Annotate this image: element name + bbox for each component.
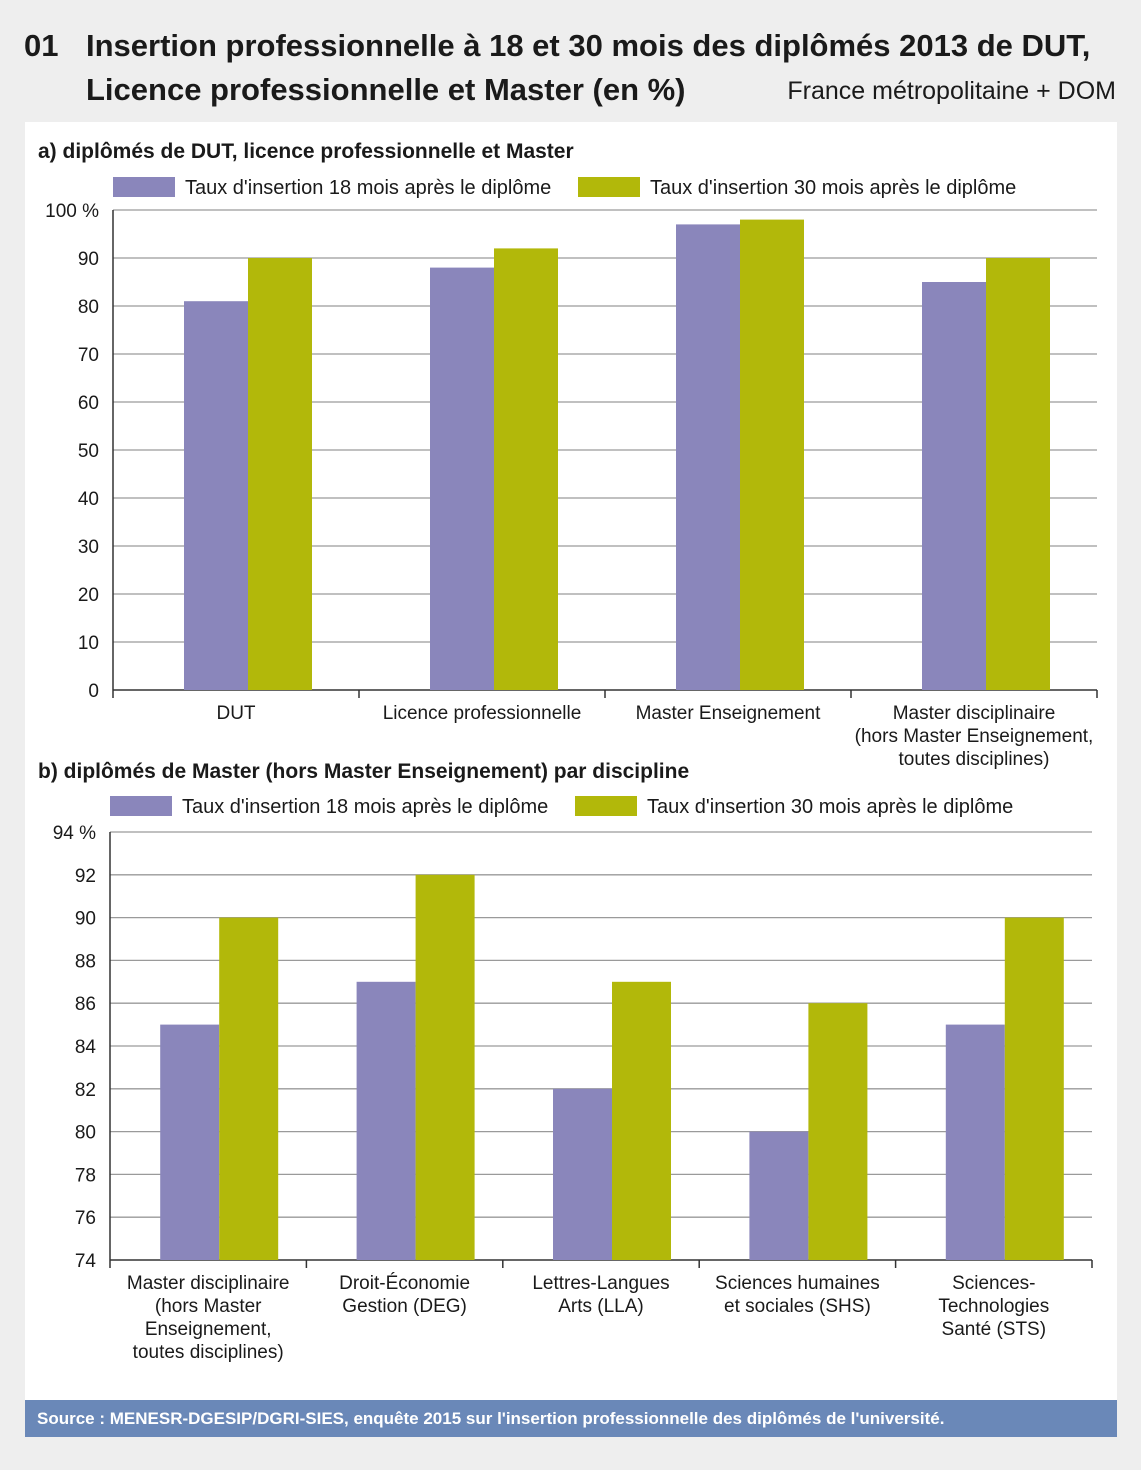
bar-30-months [494, 248, 558, 690]
bar-30-months [415, 874, 475, 1260]
y-tick-label: 50 [78, 441, 99, 462]
y-tick-label: 100 % [45, 201, 99, 222]
source-text: Source : MENESR-DGESIP/DGRI-SIES, enquêt… [37, 1409, 944, 1428]
legend-label: Taux d'insertion 30 mois après le diplôm… [650, 177, 1016, 199]
x-category-label: Sciences humaines [715, 1273, 880, 1294]
chart-b-title: b) diplômés de Master (hors Master Ensei… [38, 760, 689, 783]
x-category-label: DUT [216, 703, 255, 724]
x-category-label: toutes disciplines) [898, 749, 1049, 770]
x-category-label: Santé (STS) [942, 1319, 1047, 1340]
bar-30-months [248, 258, 312, 690]
y-tick-label: 0 [88, 681, 99, 702]
x-category-label: Master Enseignement [636, 703, 822, 724]
y-tick-label: 30 [78, 537, 99, 558]
bar-18-months [749, 1131, 809, 1260]
bar-30-months [808, 1003, 868, 1260]
bar-30-months [219, 917, 279, 1260]
y-tick-label: 88 [75, 951, 96, 972]
legend-swatch-30-months [575, 796, 637, 816]
chart-b: Taux d'insertion 18 mois après le diplôm… [53, 796, 1093, 1363]
bar-18-months [160, 1024, 220, 1260]
bar-18-months [356, 981, 416, 1260]
x-category-label: Enseignement, [145, 1319, 272, 1340]
y-tick-label: 10 [78, 633, 99, 654]
chart-a-title: a) diplômés de DUT, licence professionne… [38, 140, 574, 163]
legend-swatch-18-months [113, 177, 175, 197]
x-category-label: Sciences- [952, 1273, 1035, 1294]
bar-18-months [184, 301, 248, 690]
figure-title-line2: Licence professionnelle et Master (en %) [86, 72, 686, 107]
x-category-label: Master disciplinaire [893, 703, 1056, 724]
x-category-label: et sociales (SHS) [724, 1296, 871, 1317]
y-tick-label: 78 [75, 1165, 96, 1186]
y-tick-label: 80 [75, 1123, 96, 1144]
x-category-label: Lettres-Langues [532, 1273, 669, 1294]
y-tick-label: 92 [75, 866, 96, 887]
bar-18-months [430, 267, 494, 690]
x-category-label: Master disciplinaire [127, 1273, 290, 1294]
legend-label: Taux d'insertion 18 mois après le diplôm… [185, 177, 551, 199]
legend-label: Taux d'insertion 18 mois après le diplôm… [182, 796, 548, 818]
y-tick-label: 70 [78, 345, 99, 366]
x-category-label: (hors Master Enseignement, [855, 726, 1094, 747]
bar-18-months [922, 282, 986, 690]
y-tick-label: 86 [75, 994, 96, 1015]
y-tick-label: 90 [75, 909, 96, 930]
x-category-label: Gestion (DEG) [342, 1296, 467, 1317]
figure-title-line1: Insertion professionnelle à 18 et 30 moi… [86, 28, 1090, 63]
bar-30-months [612, 981, 671, 1260]
x-category-label: Technologies [938, 1296, 1049, 1317]
bar-30-months [740, 219, 804, 690]
y-tick-label: 94 % [53, 823, 96, 844]
bar-30-months [1004, 917, 1064, 1260]
legend-label: Taux d'insertion 30 mois après le diplôm… [647, 796, 1013, 818]
source-bar [25, 1400, 1117, 1437]
legend-swatch-30-months [578, 177, 640, 197]
x-category-label: Licence professionnelle [383, 703, 582, 724]
y-tick-label: 82 [75, 1080, 96, 1101]
y-tick-label: 20 [78, 585, 99, 606]
bar-18-months [553, 1088, 612, 1260]
x-category-label: (hors Master [155, 1296, 262, 1317]
y-tick-label: 76 [75, 1208, 96, 1229]
bar-18-months [945, 1024, 1005, 1260]
y-tick-label: 84 [75, 1037, 97, 1058]
x-category-label: Arts (LLA) [558, 1296, 644, 1317]
chart-a: Taux d'insertion 18 mois après le diplôm… [45, 177, 1098, 770]
y-tick-label: 90 [78, 249, 99, 270]
y-tick-label: 80 [78, 297, 99, 318]
bar-18-months [676, 224, 740, 690]
figure-number: 01 [24, 28, 58, 63]
bar-30-months [986, 258, 1050, 690]
legend-swatch-18-months [110, 796, 172, 816]
y-tick-label: 40 [78, 489, 99, 510]
y-tick-label: 74 [75, 1251, 97, 1272]
x-category-label: Droit-Économie [339, 1273, 470, 1294]
x-category-label: toutes disciplines) [133, 1342, 284, 1363]
y-tick-label: 60 [78, 393, 99, 414]
figure-scope: France métropolitaine + DOM [787, 77, 1116, 105]
